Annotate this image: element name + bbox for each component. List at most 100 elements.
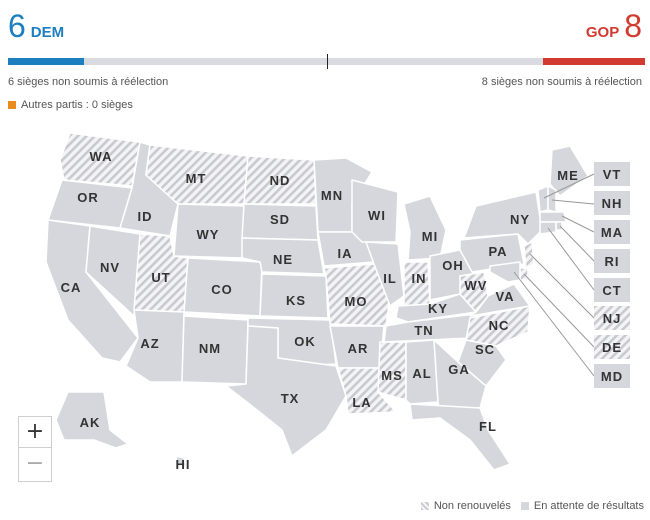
label-TN: TN bbox=[414, 323, 433, 338]
majority-marker bbox=[327, 54, 328, 69]
label-MI: MI bbox=[422, 229, 438, 244]
dem-party-label: DEM bbox=[30, 24, 65, 41]
dem-not-up-note: 6 sièges non soumis à réélection bbox=[8, 76, 169, 88]
label-SC: SC bbox=[475, 342, 495, 357]
label-MN: MN bbox=[321, 188, 343, 203]
state-WA[interactable] bbox=[59, 132, 141, 187]
label-DE: DE bbox=[602, 340, 622, 355]
label-IL: IL bbox=[383, 271, 397, 286]
label-KS: KS bbox=[286, 293, 306, 308]
dem-seat-count: 6 bbox=[8, 8, 26, 44]
legend-not-renewed: Non renouvelés bbox=[420, 500, 511, 512]
gop-score: GOP 8 bbox=[581, 8, 642, 44]
box-CT[interactable] bbox=[594, 278, 630, 302]
state-NC[interactable] bbox=[465, 305, 531, 347]
legend-pending-label: En attente de résultats bbox=[533, 500, 644, 512]
label-AZ: AZ bbox=[140, 336, 159, 351]
label-RI: RI bbox=[605, 254, 620, 269]
label-SD: SD bbox=[270, 212, 290, 227]
state-TX[interactable] bbox=[225, 325, 347, 457]
state-FL[interactable] bbox=[409, 403, 511, 471]
label-MA: MA bbox=[601, 225, 623, 240]
grey-square-icon bbox=[520, 502, 529, 510]
small-state-leaders bbox=[513, 173, 595, 377]
label-TX: TX bbox=[281, 391, 300, 406]
label-OR: OR bbox=[77, 190, 99, 205]
label-WA: WA bbox=[90, 149, 113, 164]
box-RI[interactable] bbox=[594, 249, 630, 273]
gop-bar-fill bbox=[543, 58, 645, 65]
label-WI: WI bbox=[368, 208, 386, 223]
state-MD-shape[interactable] bbox=[489, 261, 521, 283]
box-MA[interactable] bbox=[594, 220, 630, 244]
state-AL[interactable] bbox=[405, 339, 439, 405]
state-RI-shape[interactable] bbox=[555, 221, 563, 231]
zoom-in-button[interactable]: + bbox=[19, 417, 51, 448]
label-WY: WY bbox=[197, 227, 220, 242]
label-FL: FL bbox=[479, 419, 497, 434]
seat-balance-bar bbox=[8, 54, 645, 69]
map-legend: Non renouvelés En attente de résultats bbox=[411, 500, 644, 512]
box-NJ[interactable] bbox=[594, 306, 630, 330]
label-VA: VA bbox=[495, 289, 514, 304]
label-HI: HI bbox=[176, 457, 191, 472]
label-NY: NY bbox=[510, 212, 530, 227]
orange-square-icon bbox=[8, 101, 16, 109]
state-SC[interactable] bbox=[457, 339, 507, 387]
label-OK: OK bbox=[294, 334, 316, 349]
state-VA[interactable] bbox=[469, 283, 531, 317]
state-IL[interactable] bbox=[365, 241, 405, 307]
label-NM: NM bbox=[199, 341, 221, 356]
label-NV: NV bbox=[100, 260, 120, 275]
state-KS[interactable] bbox=[259, 273, 329, 319]
label-AK: AK bbox=[80, 415, 101, 430]
label-WV: WV bbox=[465, 278, 488, 293]
box-DE[interactable] bbox=[594, 335, 630, 359]
label-CA: CA bbox=[61, 280, 82, 295]
state-NV[interactable] bbox=[85, 225, 141, 317]
label-MD: MD bbox=[601, 369, 623, 384]
state-AK[interactable] bbox=[55, 391, 129, 449]
label-PA: PA bbox=[488, 244, 507, 259]
box-NH[interactable] bbox=[594, 191, 630, 215]
label-MT: MT bbox=[186, 171, 207, 186]
box-MD[interactable] bbox=[594, 364, 630, 388]
label-NJ: NJ bbox=[603, 311, 622, 326]
legend-not-renewed-label: Non renouvelés bbox=[433, 500, 511, 512]
label-MS: MS bbox=[381, 368, 403, 383]
box-VT[interactable] bbox=[594, 162, 630, 186]
legend-pending: En attente de résultats bbox=[520, 500, 644, 512]
label-CO: CO bbox=[211, 282, 233, 297]
state-MI[interactable] bbox=[403, 195, 447, 261]
label-CT: CT bbox=[602, 283, 621, 298]
state-MA-shape[interactable] bbox=[539, 211, 567, 223]
label-ME: ME bbox=[557, 168, 579, 183]
state-WI[interactable] bbox=[351, 179, 399, 243]
label-LA: LA bbox=[352, 395, 371, 410]
label-NH: NH bbox=[602, 196, 623, 211]
label-MO: MO bbox=[345, 294, 368, 309]
other-parties-label: Autres partis : 0 sièges bbox=[21, 99, 133, 111]
label-VT: VT bbox=[603, 167, 622, 182]
zoom-control: + − bbox=[18, 416, 52, 482]
label-AL: AL bbox=[412, 366, 431, 381]
hatch-square-icon bbox=[420, 502, 429, 510]
label-KY: KY bbox=[428, 301, 448, 316]
zoom-out-button[interactable]: − bbox=[19, 448, 51, 480]
label-ND: ND bbox=[270, 173, 291, 188]
label-GA: GA bbox=[448, 362, 470, 377]
state-VT-shape[interactable] bbox=[537, 185, 549, 213]
label-IA: IA bbox=[338, 246, 353, 261]
label-AR: AR bbox=[348, 341, 369, 356]
state-MT[interactable] bbox=[145, 144, 249, 205]
state-NE[interactable] bbox=[241, 237, 325, 275]
state-ME[interactable] bbox=[549, 145, 589, 197]
gop-seat-count: 8 bbox=[624, 8, 642, 44]
gop-not-up-note: 8 sièges non soumis à réélection bbox=[481, 76, 642, 88]
state-HI[interactable] bbox=[175, 455, 187, 467]
label-NE: NE bbox=[273, 252, 293, 267]
state-NH-shape[interactable] bbox=[547, 185, 557, 213]
state-NJ-shape[interactable] bbox=[523, 241, 535, 269]
dem-score: 6 DEM bbox=[8, 8, 69, 44]
